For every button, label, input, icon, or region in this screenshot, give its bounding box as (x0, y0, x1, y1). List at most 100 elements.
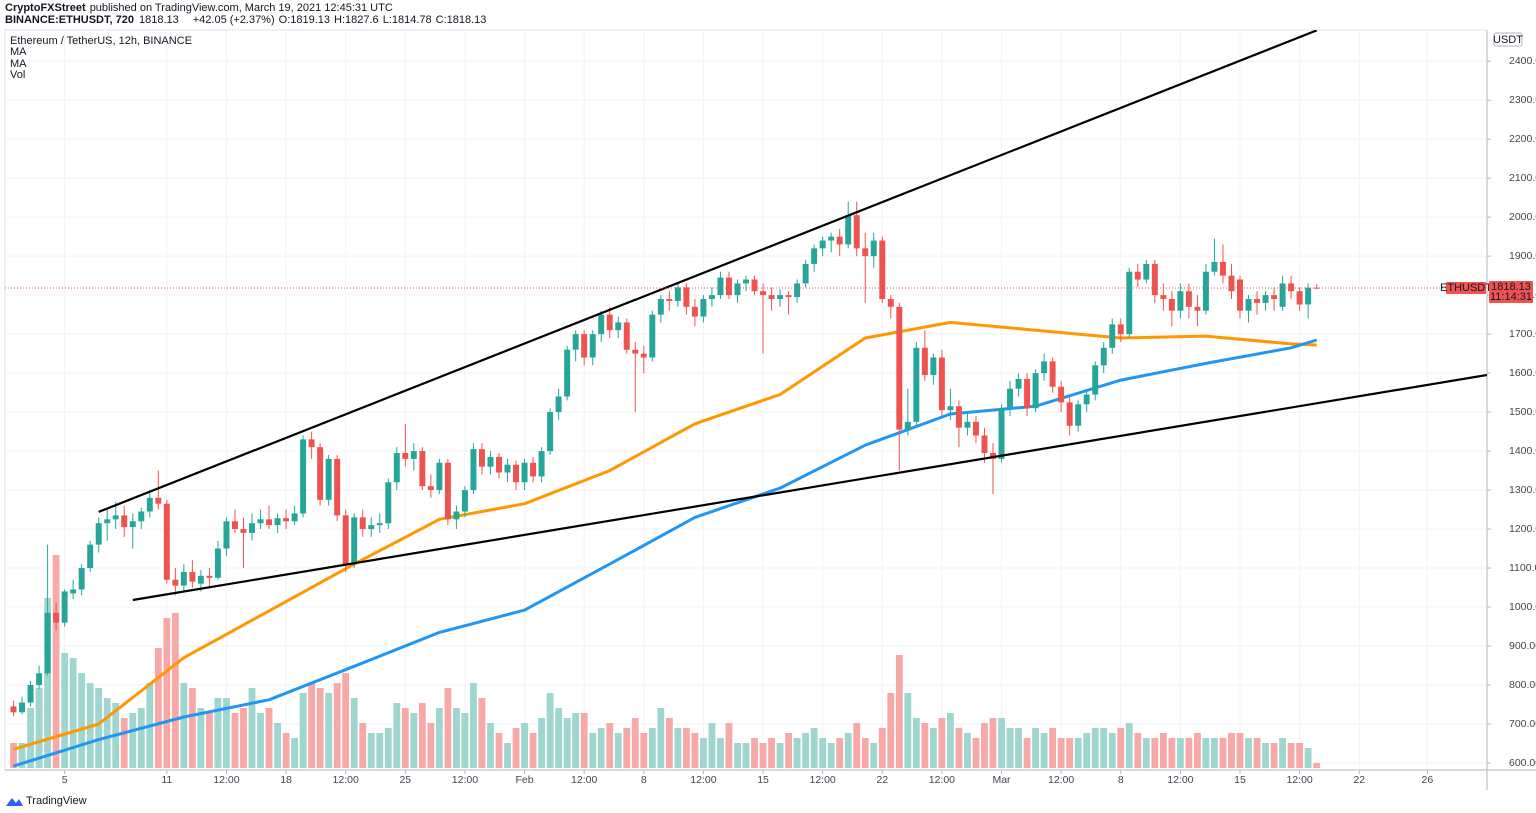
volume-bar (308, 683, 316, 768)
candle-body (104, 519, 111, 524)
volume-bar (1219, 738, 1227, 768)
candle-body (427, 486, 434, 491)
volume-bar (316, 688, 324, 768)
x-tick-label: 26 (1422, 774, 1434, 786)
x-tick-label: 12:00 (213, 774, 239, 786)
candle-body (1228, 275, 1235, 292)
axes: 600.00 700.00 800.00 900.00 1000.00 1100.00 12… (62, 55, 1536, 786)
brand: TradingView (26, 795, 87, 807)
volume-bar (257, 713, 264, 768)
candle-body (1254, 299, 1261, 303)
x-tick-label: 12:00 (690, 774, 716, 786)
candle-body (419, 451, 426, 487)
volume-bar (69, 658, 77, 768)
header-line: CryptoFXStreet published on TradingView.c… (5, 2, 393, 14)
candle-body (1109, 324, 1116, 348)
volume-bar (972, 738, 980, 768)
open-value: 1819.13 (290, 14, 330, 26)
volume-bar (495, 733, 503, 768)
candle-body (478, 449, 485, 467)
x-tick-label: Mar (992, 774, 1011, 786)
volume-bar (171, 613, 179, 768)
candle-body (1024, 378, 1031, 409)
candle-body (930, 357, 937, 376)
candle-body (300, 439, 307, 514)
volume-bar (393, 703, 401, 768)
volume-bar (223, 698, 230, 768)
candle-body (1305, 287, 1312, 305)
x-tick-label: 15 (757, 774, 769, 786)
candle-body (674, 287, 681, 301)
volume-bar (606, 723, 614, 768)
quote-line: BINANCE:ETHUSDT, 720 1818.13 +42.05 (+2.37%… (5, 14, 486, 26)
volume-bar (700, 738, 707, 768)
volume-bar (793, 738, 801, 768)
candle-body (615, 322, 622, 331)
volume-bar (52, 555, 60, 768)
volume-bar (410, 713, 418, 768)
candle-body (283, 518, 290, 522)
countdown: 11:14:31 (1490, 291, 1532, 303)
volume-bar (197, 708, 205, 768)
candle-body (913, 347, 920, 422)
legend-ma-1: MA (10, 46, 27, 58)
currency: USDT (1493, 34, 1523, 46)
volume-bar (759, 743, 767, 768)
volume-bar (751, 738, 758, 768)
volume-bar (444, 688, 452, 768)
candle-body (1143, 263, 1150, 280)
volume-bar (231, 713, 239, 768)
legend-volume: Vol (10, 69, 25, 81)
candle-body (623, 322, 630, 350)
volume-bar (299, 693, 307, 768)
volume-bar (921, 723, 929, 768)
volume-bar (691, 733, 699, 768)
y-tick-label: 1700.00 (1509, 328, 1536, 340)
volume-bar (333, 683, 341, 768)
legend-ma-2: MA (10, 58, 27, 70)
volume-bar (1185, 738, 1193, 768)
x-tick-label: 12:00 (333, 774, 359, 786)
volume-bar (938, 718, 946, 768)
y-tick-label: 1300.00 (1509, 484, 1536, 496)
brand-logo (6, 798, 23, 806)
volume-bar (1287, 743, 1295, 768)
candle-body (555, 396, 562, 413)
y-tick-label: 1400.00 (1509, 445, 1536, 457)
candle-body (155, 497, 162, 504)
candle-body (53, 612, 60, 623)
volume-bar (1015, 728, 1022, 768)
volume-bar (1194, 733, 1201, 768)
candle-body (1134, 271, 1141, 280)
candle-body (1007, 388, 1014, 409)
candle-body (743, 279, 749, 284)
volume-bar (895, 655, 903, 768)
volume-bar (648, 728, 656, 768)
candle-body (921, 347, 928, 376)
volume-bar (1125, 723, 1133, 768)
volume-bar (827, 743, 835, 768)
y-tick-label: 700.00 (1509, 718, 1536, 730)
candle-body (870, 240, 877, 257)
candle-body (598, 314, 605, 335)
y-tick-label: 800.00 (1509, 679, 1536, 691)
candle-body (129, 521, 136, 528)
candle-body (78, 568, 85, 590)
volume-bar (861, 738, 869, 768)
volume-bar (810, 728, 818, 768)
volume-bar (325, 693, 333, 768)
volume-bar (998, 718, 1005, 768)
volume-bar (359, 723, 367, 768)
volume-bar (1066, 738, 1074, 768)
volume-bar (870, 743, 878, 768)
candle-body (581, 334, 588, 358)
candle-body (1168, 299, 1175, 311)
volume-bar (844, 733, 852, 768)
candle-body (138, 511, 145, 522)
volume-bar (785, 733, 792, 768)
volume-bar (487, 723, 494, 768)
candle-body (1015, 378, 1022, 389)
high-value: 1827.6 (345, 14, 379, 26)
volume-bar (955, 728, 963, 768)
candle-body (1296, 291, 1303, 305)
